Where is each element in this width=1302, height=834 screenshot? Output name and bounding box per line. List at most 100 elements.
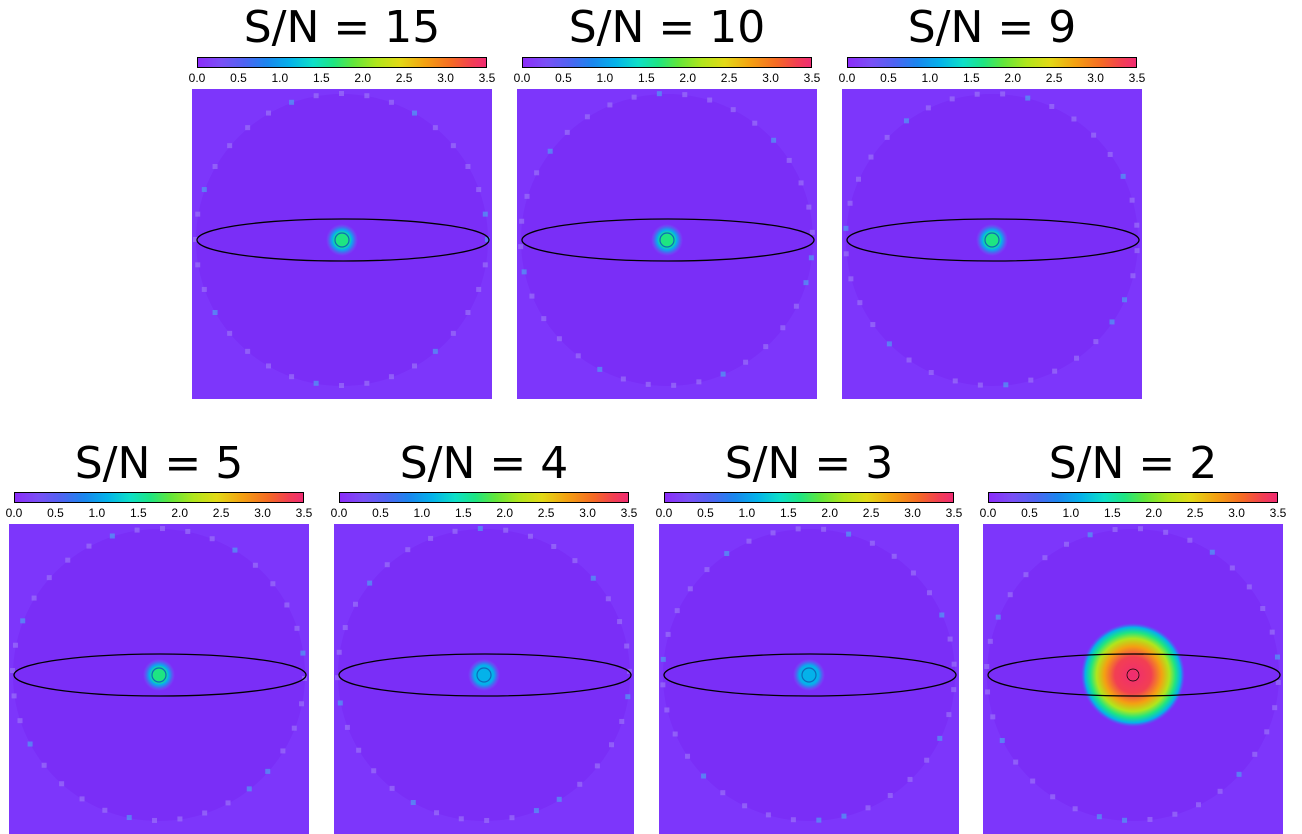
rim-speckle (1087, 532, 1093, 538)
rim-speckle (556, 796, 562, 802)
rim-speckle (645, 381, 651, 387)
rim-speckle (465, 164, 471, 169)
aperture-ellipse (521, 218, 815, 262)
heatmap-panel (334, 524, 634, 834)
rim-speckle (152, 817, 158, 823)
rim-speckle (1172, 811, 1178, 817)
rim-speckle (1137, 526, 1143, 532)
rim-speckle (46, 575, 52, 581)
rim-speckle (771, 137, 777, 143)
heatmap-svg (193, 91, 490, 388)
rim-speckle (665, 631, 671, 637)
rim-speckle (27, 741, 33, 747)
rim-speckle (608, 742, 614, 748)
colorbar-tick-label: 2.5 (212, 506, 230, 520)
colorbar-tick-label: 2.5 (720, 71, 738, 85)
colorbar-tick-label: 2.5 (537, 506, 555, 520)
rim-speckle (1217, 788, 1223, 794)
colorbar-tick-label: 3.5 (478, 71, 496, 85)
colorbar-tick-label: 3.5 (1269, 506, 1287, 520)
colorbar-tick-label: 3.5 (803, 71, 821, 85)
rim-speckle (924, 757, 930, 763)
rim-speckle (868, 154, 874, 160)
rim-speckle (1071, 116, 1077, 122)
colorbar-tick-label: 1.0 (596, 71, 614, 85)
colorbar-tick-label: 2.0 (1145, 506, 1163, 520)
rim-speckle (843, 251, 849, 257)
rim-speckle (660, 682, 666, 688)
rim-speckle (742, 803, 748, 809)
rim-speckle (1007, 592, 1013, 598)
aperture-ellipse (13, 653, 307, 697)
rim-speckle (313, 93, 319, 99)
colorbar-tick-label: 0.5 (697, 506, 714, 520)
rim-speckle (232, 547, 238, 553)
rim-speckle (808, 255, 814, 261)
rim-speckle (798, 180, 804, 186)
rim-speckle (564, 129, 570, 135)
rim-speckle (660, 656, 666, 662)
rim-speckle (724, 551, 730, 557)
colorbar-tick-label: 1.0 (1062, 506, 1080, 520)
rim-speckle (619, 718, 625, 724)
colorbar-tick-label: 0.0 (188, 71, 206, 85)
rim-speckle (389, 785, 395, 791)
colorbar (522, 57, 812, 68)
rim-speckle (793, 303, 799, 309)
rim-speckle (291, 725, 297, 731)
rim-speckle (202, 810, 208, 816)
rim-speckle (159, 526, 165, 532)
rim-speckle (977, 382, 983, 388)
heatmap-svg (10, 526, 307, 823)
rim-speckle (533, 808, 539, 814)
rim-speckle (1091, 132, 1097, 138)
rim-speckle (1187, 537, 1193, 543)
rim-speckle (209, 536, 215, 542)
rim-speckle (1134, 222, 1140, 228)
rim-speckle (521, 269, 527, 275)
peak-core (801, 667, 817, 683)
aperture-ellipse (663, 653, 957, 697)
rim-speckle (1030, 778, 1036, 784)
colorbar-tick-label: 2.5 (1186, 506, 1204, 520)
rim-speckle (869, 540, 875, 546)
rim-speckle (1246, 584, 1252, 590)
rim-speckle (384, 562, 390, 568)
rim-speckle (519, 218, 525, 224)
rim-speckle (1093, 339, 1099, 345)
rim-speckle (193, 237, 198, 242)
rim-speckle (795, 526, 801, 532)
rim-speckle (59, 781, 65, 787)
peak-marker (1126, 668, 1140, 682)
rim-speckle (617, 619, 623, 625)
aperture-ellipse (846, 218, 1140, 262)
rim-speckle (656, 91, 662, 97)
rim-speckle (529, 293, 535, 299)
colorbar-tick-label: 2.0 (496, 506, 514, 520)
rim-speckle (752, 120, 758, 126)
rim-speckle (252, 562, 258, 568)
rim-speckle (364, 380, 370, 386)
rim-speckle (1000, 91, 1006, 97)
heatmap-panel (983, 524, 1283, 834)
rim-speckle (450, 330, 456, 336)
rim-speckle (843, 225, 849, 231)
rim-speckle (367, 580, 373, 586)
colorbar-tick-label: 3.0 (579, 506, 596, 520)
rim-speckle (887, 792, 893, 798)
rim-speckle (763, 344, 769, 350)
peak-core (984, 232, 1000, 248)
rim-speckle (856, 176, 862, 182)
rim-speckle (605, 596, 611, 602)
rim-speckle (547, 148, 553, 154)
rim-speckle (1236, 771, 1242, 777)
rim-speckle (432, 348, 438, 354)
colorbar-tick-label: 3.5 (945, 506, 963, 520)
rim-speckle (847, 200, 853, 206)
colorbar-tick-label: 0.0 (838, 71, 856, 85)
panel-title: S/N = 4 (399, 438, 569, 489)
rim-speckle (846, 531, 852, 537)
rim-speckle (299, 701, 305, 707)
rim-speckle (951, 687, 957, 693)
rim-speckle (572, 558, 578, 564)
